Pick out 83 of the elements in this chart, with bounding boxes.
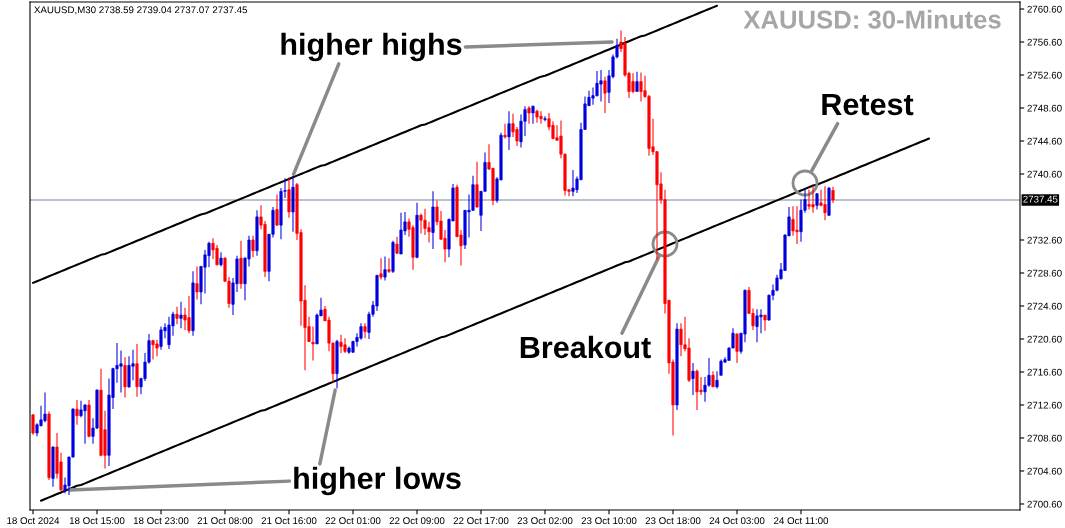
candlestick [135,343,139,398]
candlestick [167,316,171,350]
x-tick-label: 18 Oct 23:00 [133,517,189,525]
candlestick [507,110,511,151]
candlestick [543,115,547,122]
candlestick [419,213,423,234]
candlestick [763,314,767,332]
candlestick [155,339,159,357]
x-tick-label: 24 Oct 03:00 [709,517,765,525]
x-tick-label: 21 Oct 08:00 [197,517,253,525]
candlestick [31,413,35,436]
candlestick [823,185,827,221]
candlestick [379,257,383,281]
candlestick [179,301,183,329]
candlestick [83,403,87,445]
y-tick-label: 2724.60 [1027,302,1062,310]
candlestick [275,194,279,227]
y-tick-label: 2732.60 [1027,236,1062,244]
y-tick-label: 2756.60 [1027,38,1062,46]
candlestick [43,392,47,423]
candlestick [387,257,391,274]
y-tick-label: 2716.60 [1027,368,1062,376]
candlestick [691,362,695,396]
x-tick-label: 22 Oct 01:00 [325,517,381,525]
candlestick [195,265,199,300]
candlestick [503,123,507,140]
x-tick-label: 18 Oct 2024 [7,517,60,525]
candlestick [603,76,607,114]
candlestick [475,161,479,209]
candlestick [175,306,179,325]
x-tick-label: 22 Oct 09:00 [389,517,445,525]
candlestick [811,185,815,214]
chart-title: XAUUSD: 30-Minutes [743,9,1001,29]
chart-subtitle: XAUUSD,M30 2738.59 2739.04 2737.07 2737.45 [34,6,248,15]
candlestick [599,69,603,102]
candlestick [311,326,315,361]
annotation: Retest [822,93,914,116]
y-tick-label: 2728.60 [1027,269,1062,277]
candlestick [363,322,367,339]
candlestick [591,86,595,106]
candlestick [123,356,127,399]
x-tick-label: 21 Oct 16:00 [261,517,317,525]
line-series [39,137,931,502]
y-tick-label: 2752.60 [1027,71,1062,79]
x-tick-label: 18 Oct 15:00 [69,517,125,525]
x-tick-label: 23 Oct 02:00 [517,517,573,525]
candlestick [187,295,191,334]
candlestick [795,205,799,245]
candlestick [539,110,543,125]
candlestick [527,105,531,125]
candlestick [807,189,811,210]
annotation: higher highs [281,32,462,62]
candlestick [695,368,699,411]
y-tick-label: 2760.60 [1027,5,1062,13]
candlestick [635,71,639,93]
y-tick-label: 2740.60 [1027,170,1062,178]
candlestick [571,169,575,197]
ref-line-label: 2737.45 [1023,195,1058,203]
candlestick [339,334,343,354]
y-tick-label: 2744.60 [1027,137,1062,145]
candlestick [755,308,759,343]
y-tick-label: 2712.60 [1027,401,1062,409]
y-tick-label: 2708.60 [1027,434,1062,442]
candlestick [383,255,387,281]
y-tick-label: 2720.60 [1027,335,1062,343]
annotation: Breakout [520,335,651,359]
x-tick-label: 23 Oct 18:00 [645,517,701,525]
candlestick [631,72,635,94]
candlestick [639,72,643,102]
y-tick-label: 2700.60 [1027,500,1062,508]
candlestick [159,326,163,351]
candlestick [399,212,403,255]
candlestick [343,337,347,354]
x-tick-label: 24 Oct 11:00 [774,517,829,525]
candlestick [735,332,739,364]
x-tick-label: 23 Oct 10:00 [581,517,637,525]
y-tick-label: 2748.60 [1027,104,1062,112]
x-tick-label: 22 Oct 17:00 [453,517,509,525]
candlestick [251,235,255,258]
annotation: higher lows [294,466,461,496]
candlestick [287,176,291,219]
y-tick-label: 2704.60 [1027,467,1062,475]
candlestick [75,399,79,426]
